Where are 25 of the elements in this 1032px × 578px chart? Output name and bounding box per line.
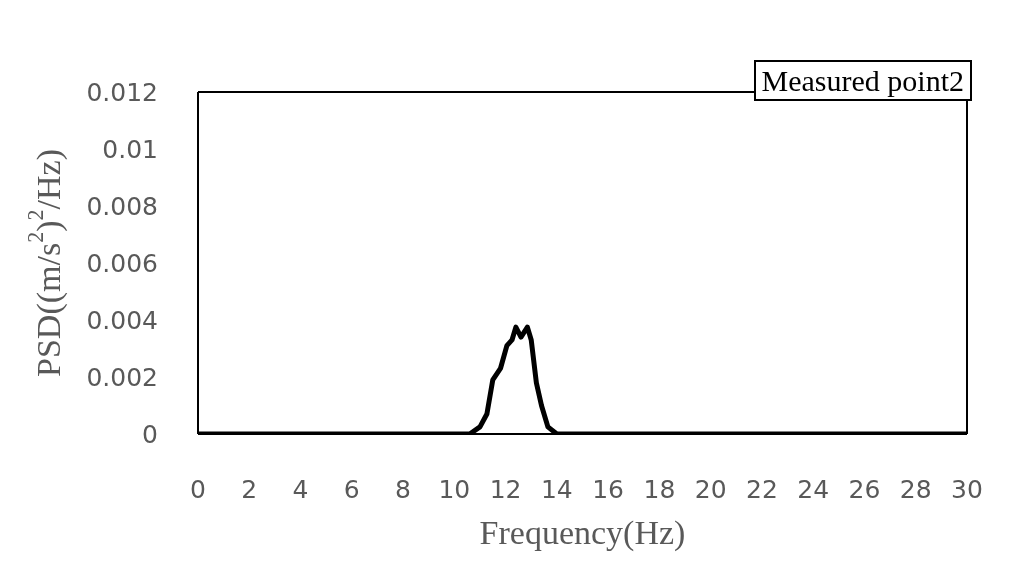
x-tick-label: 10	[438, 474, 471, 504]
y-tick-label: 0.012	[86, 77, 158, 107]
x-tick-label: 24	[797, 474, 830, 504]
x-tick-label: 16	[592, 474, 625, 504]
x-tick-label: 22	[746, 474, 778, 504]
x-tick-label: 6	[343, 474, 360, 504]
y-tick-label: 0.008	[86, 191, 158, 221]
x-tick-label: 26	[848, 474, 881, 504]
x-tick-label: 14	[540, 474, 573, 504]
x-axis-title: Frequency(Hz)	[479, 514, 686, 552]
x-tick-label: 18	[643, 474, 676, 504]
x-tick-label: 28	[899, 474, 932, 504]
x-tick-label: 30	[951, 474, 983, 504]
y-tick-label: 0.006	[86, 248, 158, 278]
text: Measured point2	[761, 64, 964, 97]
x-tick-label: 8	[395, 474, 412, 504]
x-tick-label: 20	[694, 474, 727, 504]
x-tick-label: 4	[292, 474, 309, 504]
x-tick-label: 0	[190, 474, 206, 504]
y-tick-label: 0	[142, 419, 158, 449]
y-tick-label: 0.004	[86, 305, 158, 335]
y-tick-label: 0.01	[102, 134, 158, 164]
x-tick-label: 12	[489, 474, 522, 504]
y-tick-label: 0.002	[86, 362, 158, 392]
x-tick-label: 2	[241, 474, 258, 504]
